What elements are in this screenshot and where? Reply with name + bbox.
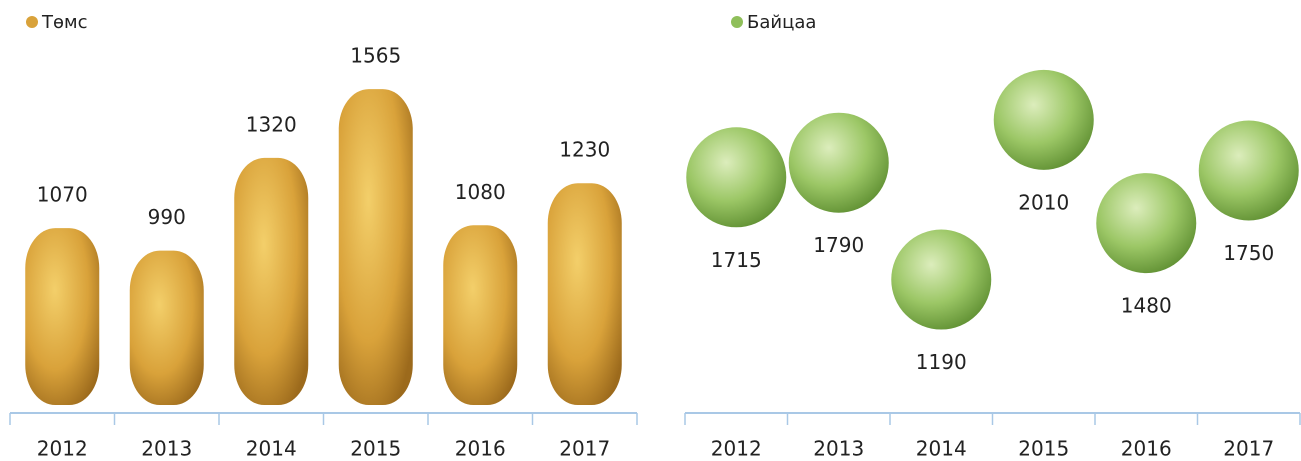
legend-swatch [731, 16, 743, 28]
data-label: 1480 [1121, 294, 1172, 318]
cabbage-marker [686, 127, 786, 227]
x-tick-label: 2014 [916, 437, 967, 461]
data-label: 1790 [813, 233, 864, 257]
cabbage-marker [789, 113, 889, 213]
data-label: 1715 [711, 248, 762, 272]
data-label: 1080 [455, 180, 506, 204]
x-tick-label: 2014 [246, 437, 297, 461]
x-tick-label: 2016 [455, 437, 506, 461]
x-tick-label: 2012 [37, 437, 88, 461]
data-label: 1190 [916, 350, 967, 374]
x-tick-label: 2013 [141, 437, 192, 461]
potato-bar [548, 183, 622, 405]
data-label: 1565 [350, 44, 401, 68]
cabbage-marker [1096, 173, 1196, 273]
data-label: 1230 [559, 138, 610, 162]
x-tick-label: 2017 [1223, 437, 1274, 461]
cabbage-marker [891, 230, 991, 330]
data-label: 1070 [37, 183, 88, 207]
data-label: 990 [148, 205, 186, 229]
data-label: 1750 [1223, 241, 1274, 265]
data-label: 1320 [246, 112, 297, 136]
x-tick-label: 2015 [1018, 437, 1069, 461]
cabbage-marker [994, 70, 1094, 170]
x-tick-label: 2016 [1121, 437, 1172, 461]
potato-bar [443, 225, 517, 405]
potato-bar [130, 251, 204, 405]
x-tick-label: 2013 [813, 437, 864, 461]
legend-swatch [26, 16, 38, 28]
potato-bar [339, 89, 413, 405]
x-tick-label: 2012 [711, 437, 762, 461]
data-label: 2010 [1018, 190, 1069, 214]
chart-page: Төмс 2012 2013 2014 2015 2016 2017 1070 990 1320 1… [0, 0, 1301, 461]
potato-bar [234, 158, 308, 405]
potato-bar [25, 228, 99, 405]
x-tick-label: 2015 [350, 437, 401, 461]
legend-label: Байцаа [747, 12, 816, 33]
legend-label: Төмс [41, 12, 87, 33]
x-tick-label: 2017 [559, 437, 610, 461]
cabbage-marker [1199, 120, 1299, 220]
